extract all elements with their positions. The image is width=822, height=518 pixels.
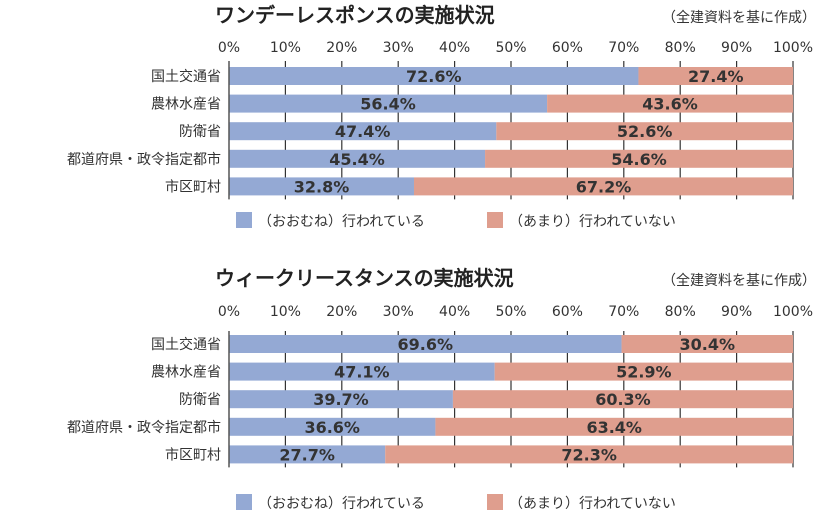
data-label-no: 30.4% [680,335,736,354]
legend-swatch-yes [236,494,252,510]
tick-label: 0% [218,304,240,320]
data-label-yes: 72.6% [406,67,462,86]
category-label: 農林水産省 [151,97,221,113]
bar-yes [229,67,639,85]
legend-label-no: （あまり）行われていない [509,214,676,230]
tick-label: 10% [270,40,301,56]
category-label: 防衛省 [179,392,221,408]
bar-no [621,335,793,353]
bar-no [435,417,793,436]
tick-label: 50% [495,40,526,56]
bar-no [452,390,793,409]
category-label: 農林水産省 [151,365,221,381]
category-label: 防衛省 [179,124,221,140]
legend-label-no: （あまり）行われていない [509,496,676,512]
bar-no [496,122,793,141]
tick-label: 70% [608,304,639,320]
bar-no [385,445,793,464]
legend-swatch-yes [236,212,252,228]
tick-label: 90% [721,304,752,320]
bar-no [638,67,793,85]
tick-label: 80% [665,304,696,320]
tick-label: 100% [773,304,813,320]
tick-label: 0% [218,40,240,56]
category-label: 国土交通省 [151,68,221,85]
data-label-no: 52.6% [617,122,673,141]
tick-label: 70% [608,40,639,56]
chart-title-1: ワンデーレスポンスの実施状況 [215,3,495,27]
bar-yes [229,149,486,168]
tick-label: 30% [383,304,414,320]
tick-label: 20% [326,40,357,56]
chart-title-2: ウィークリースタンスの実施状況 [215,266,514,290]
data-label-yes: 32.8% [294,177,350,196]
bar-yes [229,362,495,381]
bar-yes [229,122,497,141]
data-label-yes: 47.4% [335,122,391,141]
data-label-no: 52.9% [616,363,672,382]
tick-label: 100% [773,40,813,56]
tick-label: 60% [552,40,583,56]
bar-no [413,177,793,196]
data-label-yes: 45.4% [329,150,385,169]
data-label-yes: 27.7% [279,445,335,464]
legend-swatch-no [487,212,503,228]
data-label-yes: 36.6% [304,418,360,437]
category-label: 市区町村 [165,178,221,195]
category-label: 都道府県・政令指定都市 [67,419,221,436]
category-label: 市区町村 [165,446,221,463]
data-label-no: 72.3% [561,445,617,464]
data-label-no: 60.3% [595,390,651,409]
bar-yes [229,94,548,113]
tick-label: 20% [326,304,357,320]
data-label-yes: 56.4% [360,95,416,114]
legend-label-yes: （おおむね）行われている [258,214,425,230]
data-label-no: 27.4% [688,67,744,86]
bar-yes [229,335,622,353]
tick-label: 30% [383,40,414,56]
data-label-no: 63.4% [586,418,642,437]
bar-yes [229,417,436,436]
source-note-2: （全建資料を基に作成） [662,272,816,289]
data-label-no: 43.6% [642,95,698,114]
category-label: 国土交通省 [151,336,221,353]
source-note-1: （全建資料を基に作成） [662,9,816,26]
data-label-yes: 69.6% [398,335,454,354]
legend-label-yes: （おおむね）行われている [258,496,425,512]
bar-yes [229,177,414,196]
tick-label: 40% [439,40,470,56]
tick-label: 60% [552,304,583,320]
bar-no [494,362,793,381]
legend-swatch-no [487,494,503,510]
bar-yes [229,445,386,464]
tick-label: 10% [270,304,301,320]
data-label-yes: 39.7% [313,390,369,409]
data-label-yes: 47.1% [334,363,390,382]
tick-label: 90% [721,40,752,56]
data-label-no: 67.2% [576,177,632,196]
bar-no [547,94,793,113]
tick-label: 40% [439,304,470,320]
data-label-no: 54.6% [611,150,667,169]
tick-label: 80% [665,40,696,56]
bar-yes [229,390,453,409]
tick-label: 50% [495,304,526,320]
bar-no [485,149,793,168]
category-label: 都道府県・政令指定都市 [67,151,221,168]
